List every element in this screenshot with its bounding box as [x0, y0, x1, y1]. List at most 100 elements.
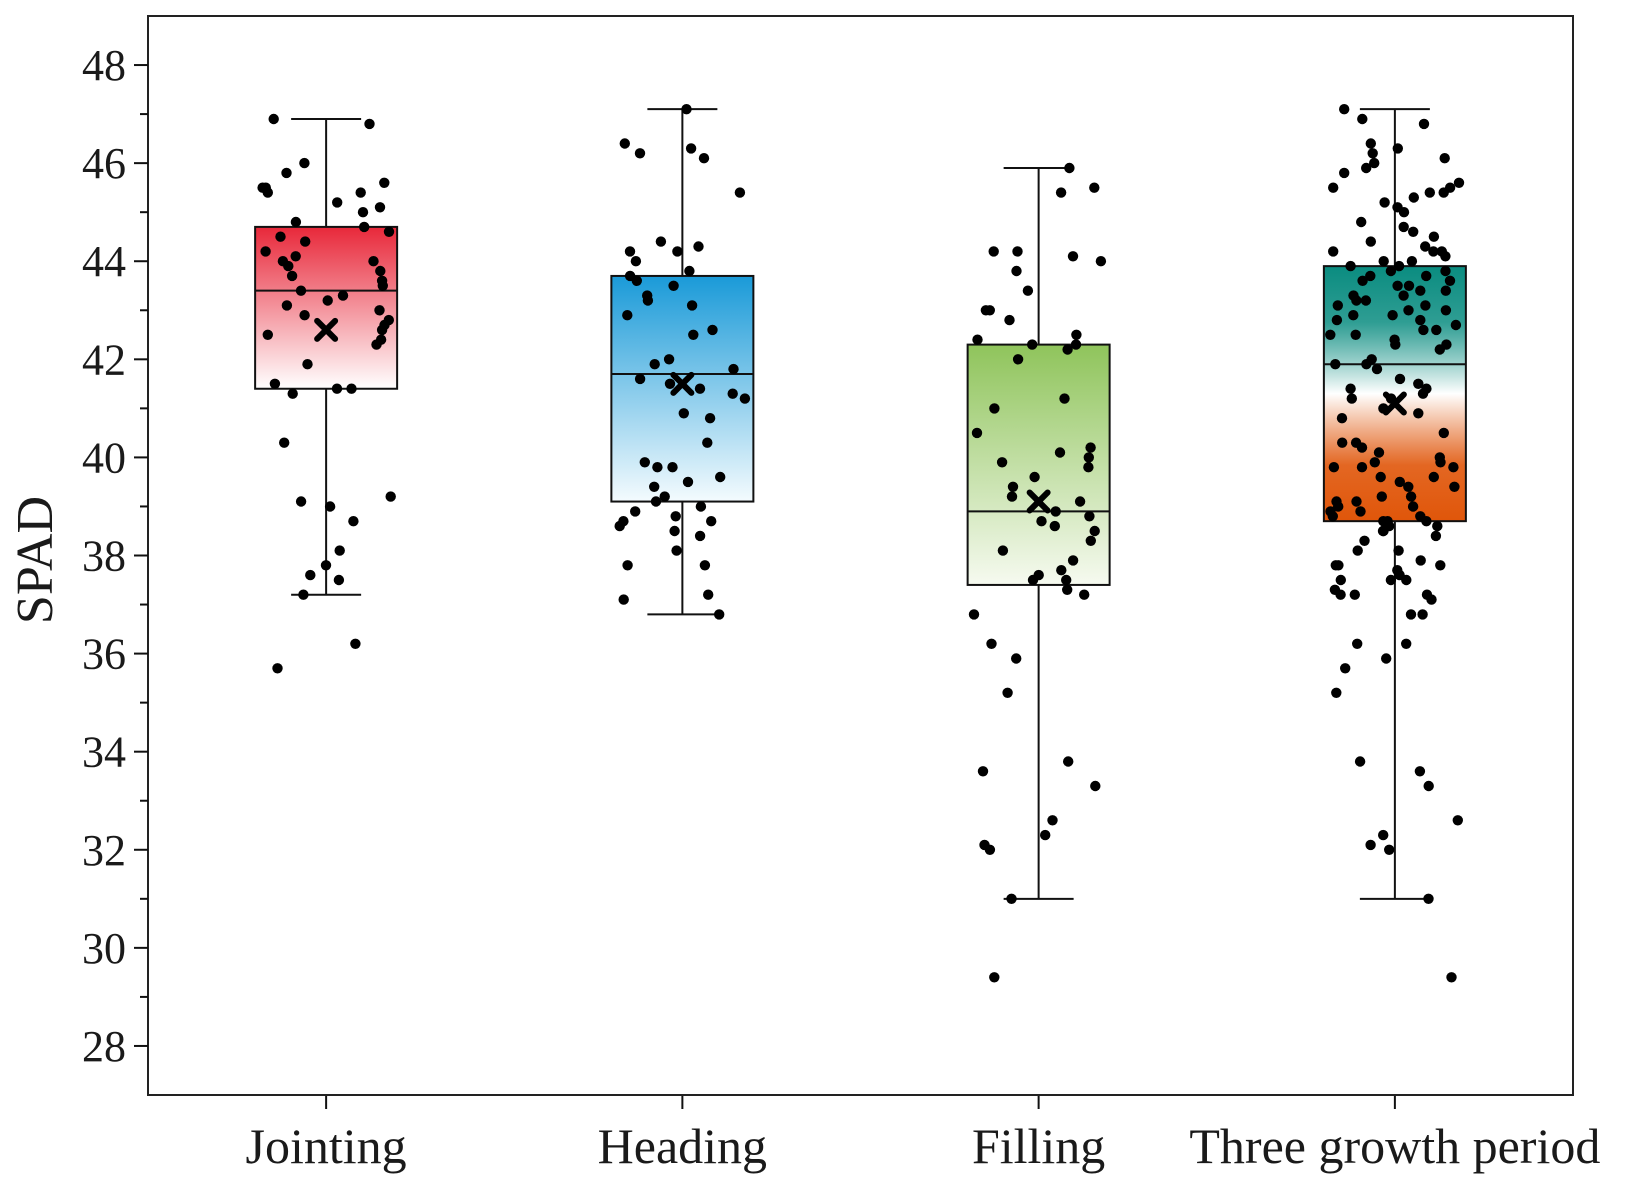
data-point: [1430, 530, 1442, 542]
data-point: [283, 260, 294, 272]
data-point: [1377, 525, 1389, 537]
data-point: [1452, 815, 1464, 826]
data-point: [1067, 555, 1079, 566]
y-tick-label: 40: [82, 433, 126, 482]
data-point: [279, 437, 290, 448]
data-point: [1007, 481, 1019, 492]
data-point: [659, 491, 670, 502]
data-point: [1067, 251, 1079, 262]
data-point: [1090, 780, 1101, 792]
data-point: [1333, 501, 1344, 512]
data-point: [1435, 560, 1446, 571]
points-jointing: [257, 113, 396, 674]
data-point: [1385, 265, 1397, 277]
y-tick-label: 38: [82, 532, 126, 581]
data-point: [1438, 427, 1450, 439]
points-three-growth-period: [1325, 104, 1465, 983]
data-point: [1413, 408, 1424, 419]
data-point: [1062, 584, 1073, 595]
mean-marker-filling: [1026, 489, 1051, 514]
data-point: [1417, 388, 1429, 399]
data-point: [698, 153, 710, 164]
data-point: [1337, 437, 1348, 448]
data-point: [371, 339, 382, 350]
data-point: [320, 560, 332, 571]
data-point: [667, 462, 678, 473]
data-point: [275, 231, 286, 242]
data-point: [1415, 555, 1426, 566]
data-point: [1070, 339, 1082, 350]
data-point: [1440, 265, 1451, 277]
data-point: [1394, 373, 1406, 385]
data-point: [1355, 506, 1366, 517]
x-tick-label-filling: Filling: [972, 1118, 1105, 1174]
data-point: [1356, 442, 1368, 453]
data-point: [624, 246, 636, 257]
data-point: [618, 594, 629, 605]
data-point: [1418, 324, 1429, 336]
data-point: [290, 216, 302, 228]
data-point: [706, 516, 717, 527]
data-point: [1328, 182, 1339, 193]
data-point: [670, 511, 681, 522]
data-point: [1453, 177, 1465, 188]
boxes-layer: [254, 108, 1467, 900]
data-point: [1325, 329, 1336, 340]
data-point: [1408, 192, 1420, 203]
data-point: [672, 246, 683, 257]
data-point: [1378, 256, 1389, 267]
data-point: [1062, 344, 1073, 355]
data-point: [1417, 609, 1428, 620]
data-point: [1418, 118, 1430, 130]
data-point: [1027, 574, 1039, 586]
data-point: [1440, 285, 1452, 296]
data-point: [702, 437, 713, 448]
data-point: [287, 388, 298, 399]
data-point: [649, 359, 660, 370]
data-point: [1426, 594, 1437, 605]
data-point: [1393, 545, 1404, 556]
data-point: [1056, 565, 1067, 576]
data-point: [971, 427, 983, 439]
data-point: [678, 408, 689, 419]
data-point: [300, 236, 311, 247]
data-point: [1390, 339, 1401, 350]
data-point: [684, 265, 695, 277]
data-point: [1029, 471, 1040, 483]
data-point: [728, 363, 739, 375]
data-point: [1413, 378, 1424, 389]
data-point: [984, 305, 995, 316]
data-point: [704, 413, 716, 424]
data-point: [1435, 457, 1446, 468]
data-point: [305, 569, 316, 581]
data-point: [1444, 275, 1456, 286]
data-point: [333, 574, 345, 586]
data-point: [368, 256, 379, 267]
data-point: [989, 403, 1000, 414]
data-point: [1089, 182, 1100, 193]
data-point: [1351, 496, 1362, 507]
y-axis-title: SPAD: [7, 496, 64, 624]
data-point: [988, 246, 999, 257]
data-point: [1446, 972, 1457, 983]
data-point: [1328, 462, 1340, 473]
data-point: [715, 471, 726, 483]
data-point: [1423, 893, 1434, 904]
mean-marker-stroke: [1026, 489, 1051, 514]
data-point: [260, 246, 271, 257]
data-point: [688, 329, 699, 340]
data-point: [1367, 148, 1378, 159]
data-point: [1356, 462, 1368, 473]
data-point: [1403, 481, 1414, 492]
data-point: [1359, 535, 1370, 546]
data-point: [364, 118, 375, 130]
data-point: [1448, 462, 1459, 473]
data-point: [350, 638, 361, 649]
data-point: [1071, 329, 1082, 340]
data-point: [631, 275, 642, 286]
data-point: [1384, 844, 1395, 855]
data-point: [1373, 447, 1385, 458]
data-point: [1006, 893, 1017, 904]
